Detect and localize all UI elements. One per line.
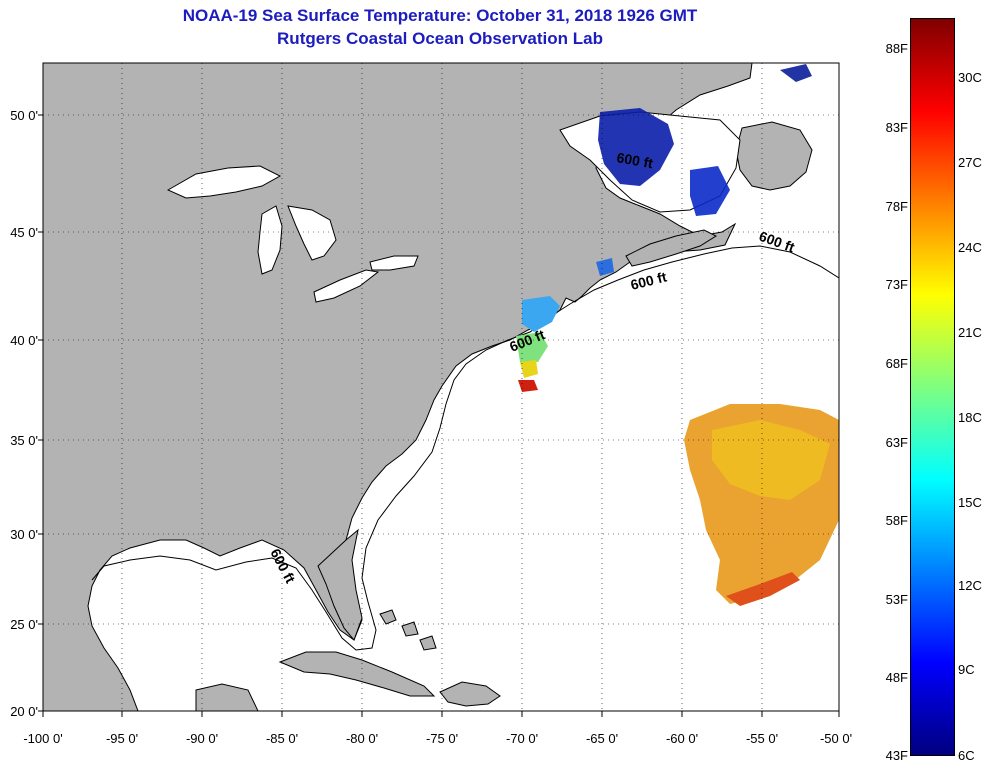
lake-michigan bbox=[257, 205, 283, 275]
sst-patch-shelf-2 bbox=[516, 332, 548, 362]
lon-label: -95 0' bbox=[105, 731, 139, 746]
temperature-colorbar bbox=[910, 18, 955, 756]
lon-label: -90 0' bbox=[185, 731, 219, 746]
colorbar-c-label: 12C bbox=[958, 578, 982, 593]
land-nova-scotia bbox=[625, 229, 718, 267]
lat-label: 50 0' bbox=[10, 108, 38, 123]
contour-600ft-atlantic bbox=[361, 245, 839, 579]
colorbar-f-label: 68F bbox=[885, 356, 908, 371]
colorbar-c-label: 18C bbox=[958, 410, 982, 425]
land-north-america bbox=[43, 63, 753, 711]
land-newfoundland bbox=[735, 121, 813, 191]
colorbar-c-label: 30C bbox=[958, 70, 982, 85]
colorbar-c-label: 21C bbox=[958, 325, 982, 340]
sst-patch-shelf-4 bbox=[518, 380, 538, 392]
map-frame bbox=[42, 62, 840, 712]
colorbar-c-label: 6C bbox=[958, 748, 975, 763]
lon-label: -65 0' bbox=[585, 731, 619, 746]
lake-ontario bbox=[369, 255, 419, 271]
contour-600ft-gulf bbox=[91, 555, 377, 651]
sst-patch-maine bbox=[596, 258, 614, 276]
colorbar-f-label: 78F bbox=[885, 199, 908, 214]
lon-label: -80 0' bbox=[345, 731, 379, 746]
colorbar-f-label: 58F bbox=[885, 513, 908, 528]
land-yucatan bbox=[195, 683, 259, 711]
sst-patch-cold-2 bbox=[690, 166, 730, 216]
sst-patch-shelf-3 bbox=[520, 360, 538, 378]
sst-patch-hot bbox=[726, 572, 800, 606]
lat-label: 35 0' bbox=[10, 433, 38, 448]
lat-label: 40 0' bbox=[10, 333, 38, 348]
map-title: NOAA-19 Sea Surface Temperature: October… bbox=[182, 6, 698, 25]
colorbar-f-label: 83F bbox=[885, 120, 908, 135]
land-florida bbox=[317, 528, 363, 641]
lat-label: 30 0' bbox=[10, 527, 38, 542]
colorbar-f-label: 43F bbox=[885, 748, 908, 763]
colorbar-f-label: 53F bbox=[885, 592, 908, 607]
colorbar-f-label: 63F bbox=[885, 435, 908, 450]
lat-label: 20 0' bbox=[10, 704, 38, 719]
map-grid bbox=[43, 63, 839, 711]
contour-label: 600 ft bbox=[615, 149, 654, 171]
colorbar-f-label: 48F bbox=[885, 670, 908, 685]
colorbar-c-label: 15C bbox=[958, 495, 982, 510]
lon-label: -60 0' bbox=[665, 731, 699, 746]
land-cuba bbox=[278, 651, 436, 697]
lat-label: 25 0' bbox=[10, 617, 38, 632]
sst-patch-cold bbox=[598, 108, 674, 186]
lon-label: -75 0' bbox=[425, 731, 459, 746]
map-subtitle: Rutgers Coastal Ocean Observation Lab bbox=[277, 29, 603, 48]
lon-label: -85 0' bbox=[265, 731, 299, 746]
colorbar-c-label: 9C bbox=[958, 662, 975, 677]
land-bahamas bbox=[379, 609, 437, 651]
sst-patch-warm-2 bbox=[712, 420, 830, 500]
lon-label: -55 0' bbox=[745, 731, 779, 746]
colorbar-c-label: 27C bbox=[958, 155, 982, 170]
sst-patch-shelf-1 bbox=[522, 296, 560, 332]
colorbar-c-label: 24C bbox=[958, 240, 982, 255]
land-hispaniola bbox=[439, 681, 501, 707]
lon-label: -50 0' bbox=[819, 731, 853, 746]
axis-ticks bbox=[38, 114, 840, 717]
lake-superior bbox=[166, 165, 282, 199]
colorbar-f-label: 88F bbox=[885, 41, 908, 56]
lat-label: 45 0' bbox=[10, 225, 38, 240]
colorbar-f-label: 73F bbox=[885, 277, 908, 292]
lon-label: -100 0' bbox=[23, 731, 63, 746]
lon-label: -70 0' bbox=[505, 731, 539, 746]
sst-patch-cold-3 bbox=[780, 64, 812, 82]
